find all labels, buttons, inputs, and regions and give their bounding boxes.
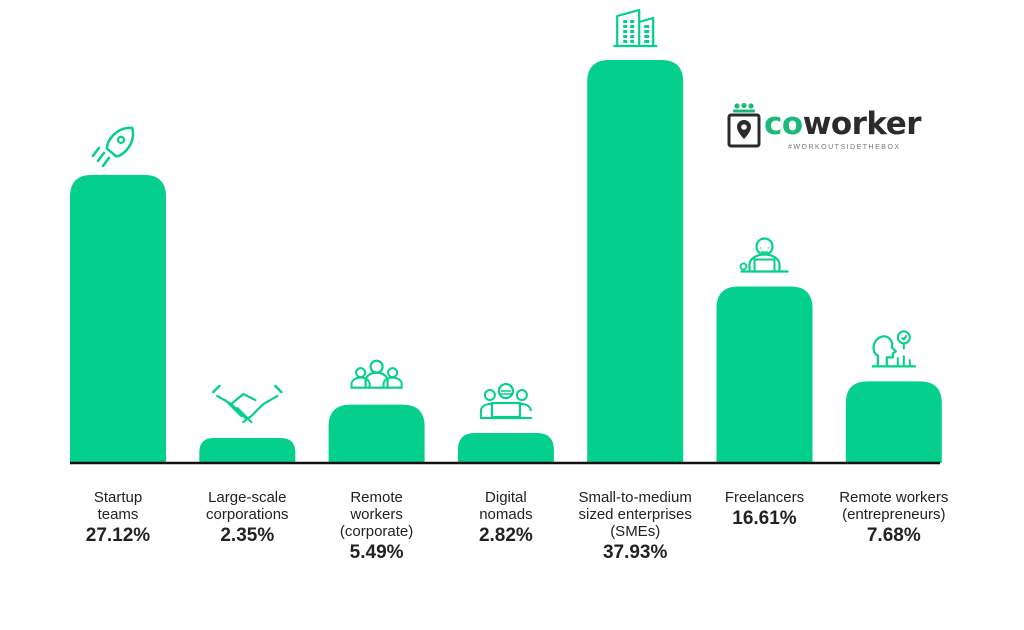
icons-group — [91, 8, 916, 424]
entrepreneur-icon — [871, 330, 916, 368]
category-label-block: Remote workers (entrepreneurs) 7.68% — [824, 489, 964, 548]
category-label-block: Remote workers (corporate) 5.49% — [307, 489, 447, 565]
category-label-block: Digital nomads 2.82% — [436, 489, 576, 548]
logo-tagline: #WORKOUTSIDETHEBOX — [788, 144, 901, 151]
bar — [70, 174, 166, 463]
laptop-users-icon — [479, 382, 532, 420]
bar — [457, 433, 554, 463]
category-label: Freelancers — [724, 489, 805, 506]
logo-wordmark-suffix: worker — [802, 106, 922, 142]
category-label: Digital nomads — [479, 489, 533, 523]
value-label: 5.49% — [349, 542, 404, 563]
bars-group — [70, 60, 942, 463]
rocket-icon — [91, 126, 135, 168]
bar — [199, 438, 296, 463]
category-label-block: Freelancers 16.61% — [695, 489, 835, 531]
category-label: Remote workers (entrepreneurs) — [839, 489, 949, 523]
freelancer-icon — [739, 237, 789, 273]
value-label: 16.61% — [732, 508, 797, 529]
category-label: Remote workers (corporate) — [339, 489, 414, 540]
bar — [716, 286, 813, 463]
bar — [328, 404, 425, 463]
team-icon — [350, 359, 403, 389]
bar — [587, 60, 684, 463]
category-label: Large-scale corporations — [206, 489, 289, 523]
value-label: 7.68% — [866, 525, 921, 546]
bar — [845, 381, 942, 463]
category-label: Startup teams — [93, 489, 143, 523]
logo-wordmark: coworker — [764, 106, 922, 142]
handshake-icon — [212, 384, 283, 424]
category-label-block: Small-to-medium sized enterprises (SMEs)… — [565, 489, 705, 565]
value-label: 37.93% — [602, 542, 668, 563]
value-label: 2.82% — [478, 525, 533, 546]
value-label: 2.35% — [220, 525, 275, 546]
logo-wordmark-prefix: co — [764, 106, 803, 142]
category-label-block: Startup teams 27.12% — [48, 489, 188, 548]
location-pin-icon — [727, 102, 761, 148]
coworker-logo: coworker #WORKOUTSIDETHEBOX — [726, 102, 926, 158]
category-label: Small-to-medium sized enterprises (SMEs) — [578, 489, 692, 540]
category-label-block: Large-scale corporations 2.35% — [177, 489, 317, 548]
building-icon — [613, 8, 658, 48]
value-label: 27.12% — [85, 525, 151, 546]
